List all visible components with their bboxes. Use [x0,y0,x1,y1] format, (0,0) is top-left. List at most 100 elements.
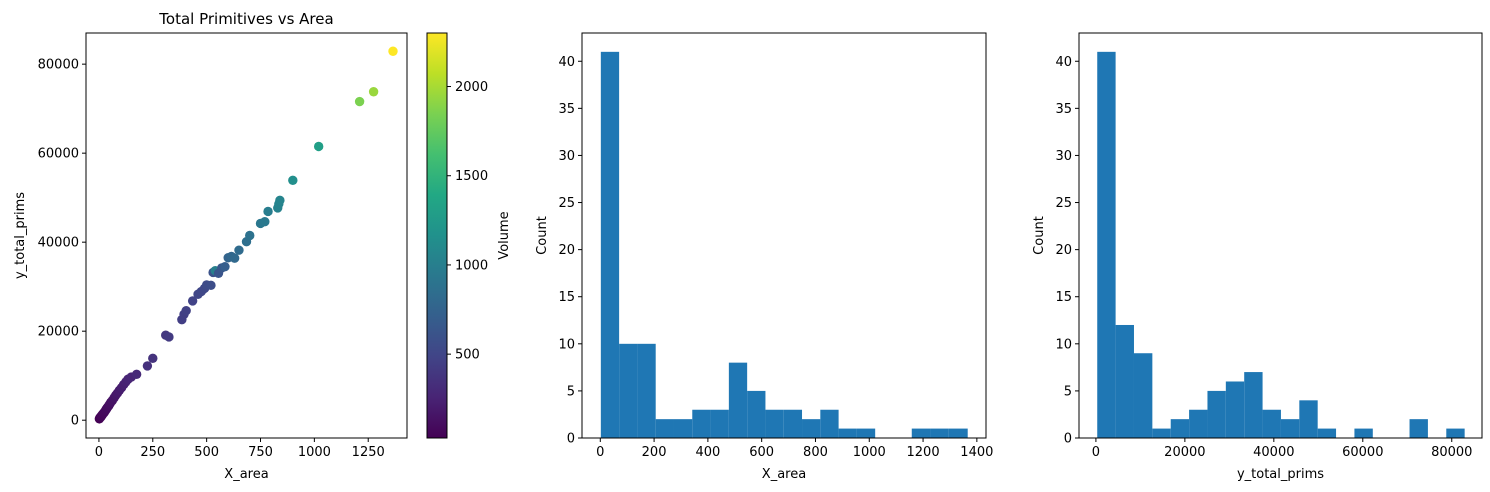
colorbar-frame [426,32,448,439]
histogram-bar [765,409,784,438]
scatter-point [164,332,174,342]
x-tick-label: 20000 [1164,445,1205,460]
colorbar-tick-label: 1000 [455,258,488,273]
scatter-point [263,206,273,217]
x-tick-label: 1000 [298,445,331,460]
histogram-area-bars [600,51,968,438]
colorbar-ticks: 500 1000 1500 2000 [447,80,488,363]
histogram-prims-bars [1097,51,1465,438]
histogram-bar [637,343,656,438]
x-tick-label: 40000 [1253,445,1294,460]
histogram-bar [619,343,638,438]
histogram-bar [1115,324,1134,438]
scatter-point [142,361,153,371]
histogram-bar [1280,419,1300,438]
histogram-bar [1170,419,1190,438]
scatter-point [234,245,244,255]
x-tick-label: 0 [596,445,604,460]
scatter-point [245,230,255,241]
histogram-bar [728,362,748,438]
histogram-prims-axes-frame [1078,32,1483,439]
scatter-point [187,296,198,306]
scatter-point [220,261,230,272]
y-tick-label: 0 [1064,432,1072,447]
colorbar-tick-label: 500 [455,348,480,363]
x-tick-label: 0 [95,445,103,460]
colorbar-tick-label: 1500 [455,169,488,184]
histogram-bar [948,428,968,438]
histogram-bar [673,419,693,438]
y-tick-label: 10 [1055,337,1072,352]
histogram-bar [1225,381,1245,438]
histogram-area-panel: 0 200 400 600 800 1000 1200 1400 0 5 10 15 20 25 30 35… [535,32,993,482]
x-tick-label: 750 [248,445,273,460]
histogram-bar [838,428,857,438]
scatter-point [148,353,158,364]
x-tick-label: 80000 [1431,445,1472,460]
y-tick-label: 5 [567,384,575,399]
y-tick-label: 30 [1055,149,1072,164]
y-tick-label: 0 [71,414,79,429]
scatter-x-label: X_area [224,467,268,482]
histogram-bar [1152,428,1171,438]
x-tick-label: 0 [1092,445,1100,460]
scatter-point [206,280,216,291]
colorbar-gradient [427,33,447,438]
histogram-prims-x-ticks: 0 20000 40000 60000 80000 [1092,438,1472,460]
scatter-point [260,217,270,227]
y-tick-label: 35 [1055,102,1072,117]
scatter-point [288,175,298,186]
y-tick-label: 25 [558,196,575,211]
histogram-bar [600,51,620,438]
x-tick-label: 600 [749,445,774,460]
histogram-bar [1317,428,1337,438]
histogram-bar [802,419,821,438]
y-tick-label: 20000 [38,325,79,340]
scatter-point [131,369,142,380]
scatter-point [181,306,191,316]
histogram-bar [911,428,931,438]
x-tick-label: 1200 [907,445,940,460]
y-tick-label: 10 [558,337,575,352]
histogram-bar [655,419,674,438]
histogram-bar [1097,51,1116,438]
histogram-bar [1133,353,1153,438]
x-tick-label: 60000 [1342,445,1383,460]
y-tick-label: 5 [1064,384,1072,399]
histogram-bar [783,409,803,438]
histogram-bar [1409,419,1428,438]
scatter-panel: Total Primitives vs Area 0 250 500 750 1000 1… [13,10,408,482]
scatter-point [368,87,379,97]
histogram-bar [747,390,766,438]
scatter-axes-frame [85,32,408,439]
histogram-prims-y-label: Count [1032,216,1047,255]
histogram-bar [1299,400,1318,438]
scatter-point [313,141,324,152]
histogram-bar [710,409,729,438]
histogram-area-x-ticks: 0 200 400 600 800 1000 1200 1400 [596,438,993,460]
histogram-prims-panel: 0 20000 40000 60000 80000 0 5 10 15 20 25 30 35 40 y… [1032,32,1483,482]
y-tick-label: 0 [567,432,575,447]
histogram-prims-y-ticks: 0 5 10 15 20 25 30 35 40 [1055,55,1079,447]
y-tick-label: 20 [558,243,575,258]
histogram-bar [1244,372,1263,438]
x-tick-label: 250 [140,445,165,460]
histogram-area-x-label: X_area [762,467,806,482]
y-tick-label: 30 [558,149,575,164]
scatter-point [275,195,285,206]
histogram-area-y-label: Count [535,216,550,255]
y-tick-label: 40 [558,55,575,70]
scatter-point [229,253,240,263]
histogram-bar [1354,428,1373,438]
y-tick-label: 60000 [38,147,79,162]
scatter-x-ticks: 0 250 500 750 1000 1250 [95,438,385,460]
y-tick-label: 25 [1055,196,1072,211]
colorbar: 500 1000 1500 2000 Volume [426,32,512,439]
x-tick-label: 1000 [853,445,886,460]
scatter-title: Total Primitives vs Area [158,10,333,28]
x-tick-label: 400 [695,445,720,460]
y-tick-label: 40 [1055,55,1072,70]
histogram-bar [856,428,876,438]
histogram-bar [1262,409,1281,438]
